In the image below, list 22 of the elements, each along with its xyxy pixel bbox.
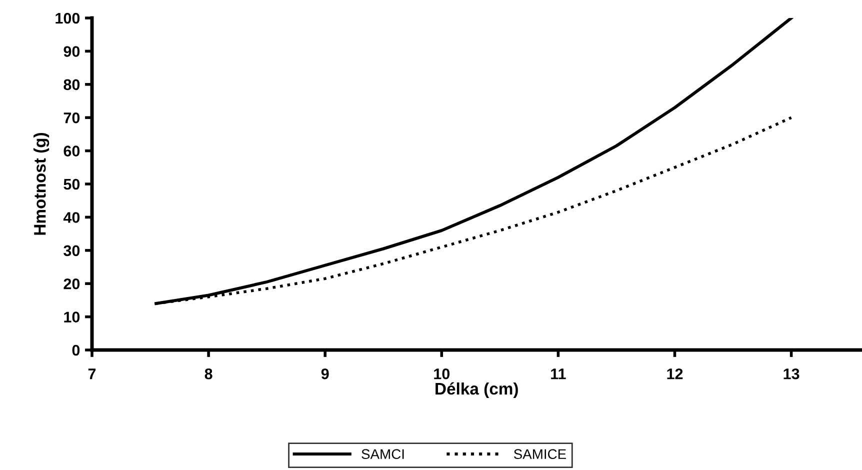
- y-axis-title: Hmotnost (g): [34, 132, 50, 235]
- y-tick-label: 70: [64, 112, 80, 124]
- x-tick-label: 9: [321, 368, 329, 380]
- y-tick-label: 60: [64, 146, 80, 156]
- x-tick-label: 13: [784, 368, 800, 380]
- x-axis-title: Délka (cm): [436, 382, 518, 398]
- y-tick-label: 0: [72, 344, 80, 356]
- x-tick-label: 12: [667, 368, 683, 380]
- legend-label: SAMCI: [362, 449, 404, 460]
- y-tick-label: 100: [56, 12, 80, 24]
- x-tick-label: 7: [88, 368, 96, 380]
- y-tick-label: 50: [64, 178, 80, 190]
- legend-label: SAMICE: [514, 449, 566, 460]
- x-tick-label: 8: [204, 368, 212, 380]
- x-tick-label: 11: [551, 368, 566, 380]
- y-tick-label: 40: [63, 212, 80, 223]
- y-tick-label: 80: [64, 79, 80, 90]
- x-tick-label: 10: [434, 368, 450, 380]
- y-tick-label: 10: [64, 312, 80, 322]
- y-tick-label: 30: [64, 245, 80, 256]
- y-tick-label: 90: [64, 46, 80, 57]
- y-tick-label: 20: [64, 278, 80, 290]
